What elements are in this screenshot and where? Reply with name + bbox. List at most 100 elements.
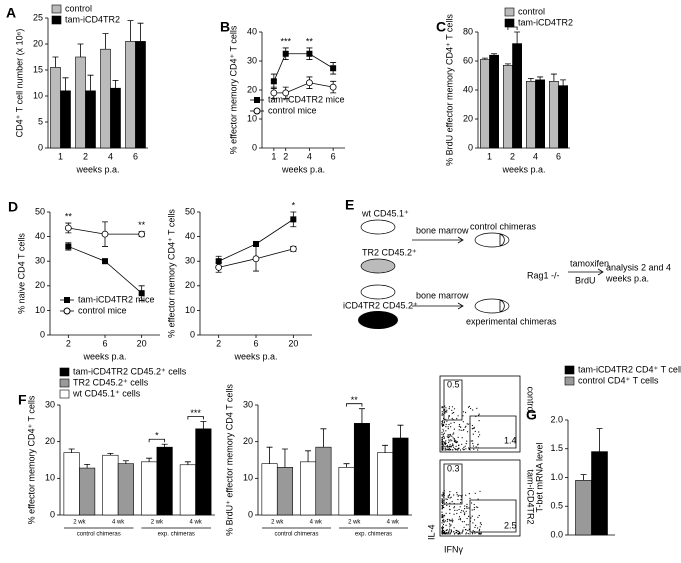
flow-dot (465, 425, 467, 427)
error-bar (491, 53, 498, 56)
mouse-half (499, 299, 505, 313)
bar (591, 451, 608, 536)
x-tick-label: 2 (283, 151, 288, 161)
flow-dot (475, 446, 477, 448)
marker (101, 230, 109, 238)
marker (252, 255, 260, 263)
flow-dot (452, 443, 454, 445)
y-tick-label: 1.0 (550, 472, 563, 482)
flow-dot (462, 448, 464, 450)
annotation: * (155, 431, 159, 441)
y-tick-label: 2.0 (550, 414, 563, 424)
error-bar (200, 421, 207, 429)
flow-dot (479, 490, 481, 492)
flow-dot (470, 440, 472, 442)
flow-dot (442, 433, 445, 435)
flow-dot (448, 445, 450, 447)
flow-dot (450, 439, 452, 441)
significance-bracket (346, 403, 363, 407)
flow-dot (445, 407, 447, 409)
legend-label: control mice (268, 105, 317, 115)
label: tamoxifen (570, 258, 609, 268)
flow-dot (443, 424, 445, 427)
flow-dot (458, 425, 460, 427)
legend-swatch (564, 365, 575, 375)
bar (110, 87, 121, 149)
bar (50, 67, 61, 149)
y-tick-label: 30 (45, 399, 55, 409)
flow-dot (441, 522, 443, 524)
flow-dot (446, 532, 448, 534)
bar (525, 81, 536, 149)
y-tick-label: 30 (35, 256, 45, 266)
y-tick-label: 30 (243, 399, 253, 409)
legend-marker (254, 97, 260, 103)
arrow-head (457, 302, 464, 310)
flow-dot (465, 529, 467, 531)
x-tick-label: 1 (58, 151, 63, 161)
flow-dot (457, 449, 459, 451)
x-tick-label: 4 wk (310, 520, 323, 526)
bar (195, 428, 212, 516)
bar (315, 446, 332, 516)
x-tick-label: 1 (271, 151, 276, 161)
label: bone marrow (416, 290, 469, 300)
flow-dot (469, 520, 471, 522)
y-tick-label: 10 (45, 473, 55, 483)
flow-dot (448, 436, 450, 438)
flow-dot (442, 494, 444, 496)
panel-letter: B (220, 19, 230, 35)
flow-dot (448, 494, 450, 497)
legend-swatch (59, 378, 70, 388)
y-tick-label: 40 (463, 84, 473, 94)
marker (270, 89, 278, 97)
mouse (360, 258, 396, 274)
flow-dot (463, 448, 465, 451)
significance-bracket (148, 438, 166, 443)
flow-dot (442, 502, 444, 504)
legend-label: tam-iCD4TR2 (65, 14, 120, 24)
flow-dot (466, 503, 468, 505)
flow-dot (443, 518, 445, 520)
x-tick-label: 20 (137, 338, 147, 348)
flow-dot (469, 529, 471, 531)
error-bar (62, 77, 69, 91)
flow-dot (460, 429, 462, 431)
flow-dot (458, 516, 461, 518)
flow-dot (445, 501, 447, 504)
flow-dot (472, 409, 474, 411)
x-tick-label: 6 (253, 338, 258, 348)
label: experimental chimeras (466, 316, 557, 326)
y-tick-label: 20 (33, 38, 43, 48)
flow-dot (461, 443, 463, 445)
panel-letter: A (6, 5, 16, 21)
x-tick-label: 2 (66, 338, 71, 348)
flow-dot (465, 411, 467, 414)
label: iCD4TR2 CD45.2⁺ (343, 300, 418, 310)
flow-dot (463, 446, 465, 448)
marker (290, 216, 297, 223)
flow-dot (442, 519, 444, 521)
flow-dot (464, 445, 466, 447)
axis-label: IL-4 (426, 524, 436, 540)
flow-dot (441, 422, 443, 424)
bar (85, 90, 96, 149)
flow-dot (465, 524, 467, 526)
flow-dot (441, 433, 443, 435)
flow-dot (441, 527, 443, 529)
flow-dot (478, 514, 480, 517)
x-tick-label: 4 wk (189, 520, 202, 526)
flow-dot (441, 437, 443, 439)
flow-dot (443, 531, 445, 533)
marker (64, 224, 72, 232)
panel-letter: F (18, 392, 27, 408)
flow-dot (443, 417, 445, 420)
error-bar (112, 80, 119, 89)
flow-dot (449, 512, 451, 515)
error-bar (527, 78, 534, 82)
flow-dot (456, 441, 458, 443)
x-axis-label: weeks p.a. (233, 351, 277, 361)
flow-dot (446, 504, 448, 506)
error-bar (102, 33, 109, 50)
